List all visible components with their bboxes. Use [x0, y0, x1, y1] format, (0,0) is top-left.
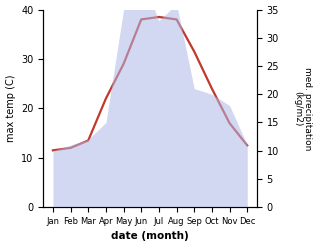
X-axis label: date (month): date (month)	[111, 231, 189, 242]
Y-axis label: max temp (C): max temp (C)	[5, 75, 16, 142]
Y-axis label: med. precipitation
(kg/m2): med. precipitation (kg/m2)	[293, 67, 313, 150]
